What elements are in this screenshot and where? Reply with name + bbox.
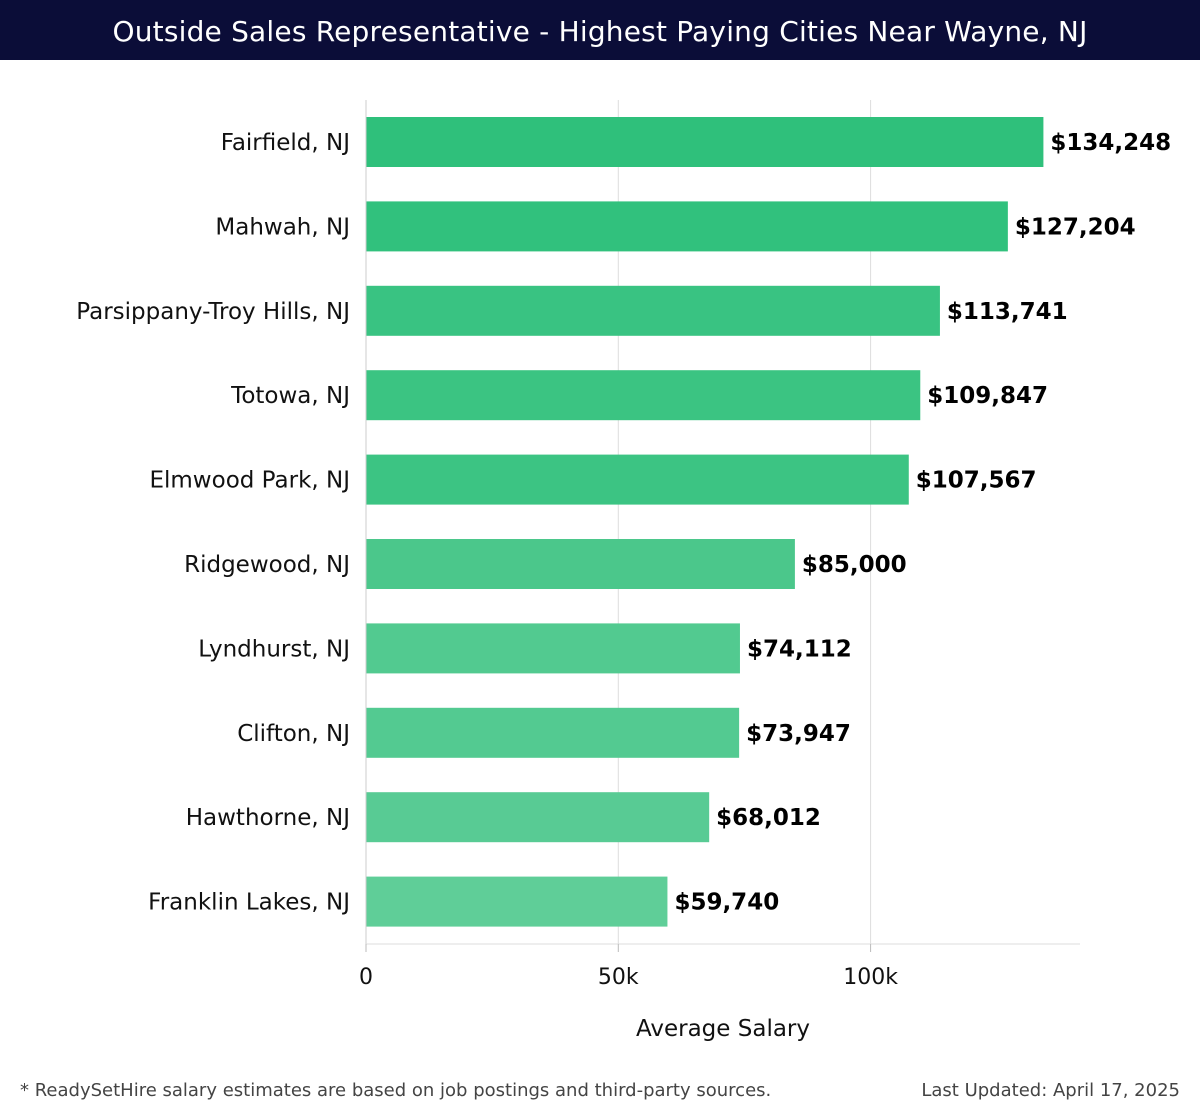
- bar-6: [366, 623, 740, 674]
- bar-0: [366, 117, 1044, 167]
- footer-updated: Last Updated: April 17, 2025: [921, 1080, 1180, 1101]
- value-label: $109,847: [927, 383, 1048, 409]
- label-layer: Fairfield, NJ $134,248 Mahwah, NJ $127,204 P…: [76, 130, 1171, 916]
- bar-chart-svg: Fairfield, NJ $134,248 Mahwah, NJ $127,204 P…: [76, 100, 1171, 1042]
- category-label: Hawthorne, NJ: [186, 805, 350, 831]
- category-label: Elmwood Park, NJ: [149, 468, 350, 494]
- value-label: $127,204: [1015, 214, 1136, 240]
- bar-9: [366, 876, 668, 927]
- bar-3: [366, 370, 921, 421]
- x-axis-title: Average Salary: [636, 1016, 810, 1042]
- bar-8: [366, 792, 710, 843]
- bar-1: [366, 201, 1008, 252]
- category-label: Fairfield, NJ: [221, 130, 350, 156]
- bar-2: [366, 285, 940, 336]
- bar-4: [366, 454, 909, 505]
- axis-layer: 0 50k 100k Average Salary: [359, 100, 1080, 1042]
- value-label: $107,567: [916, 468, 1037, 494]
- category-label: Mahwah, NJ: [215, 214, 350, 240]
- category-label: Lyndhurst, NJ: [198, 636, 350, 662]
- value-label: $73,947: [746, 721, 851, 747]
- x-tick-label: 100k: [843, 965, 898, 990]
- bar-chart: Fairfield, NJ $134,248 Mahwah, NJ $127,204 P…: [0, 60, 1200, 1070]
- bar-7: [366, 707, 740, 758]
- value-label: $113,741: [947, 299, 1068, 325]
- chart-title: Outside Sales Representative - Highest P…: [0, 0, 1200, 60]
- footer-note: * ReadySetHire salary estimates are base…: [20, 1080, 772, 1101]
- bar-5: [366, 539, 795, 589]
- value-label: $134,248: [1050, 130, 1171, 156]
- bar-layer: [366, 117, 1044, 927]
- x-tick-label: 50k: [598, 965, 639, 990]
- category-label: Totowa, NJ: [230, 383, 350, 409]
- category-label: Clifton, NJ: [237, 721, 350, 747]
- value-label: $74,112: [747, 636, 852, 662]
- category-label: Franklin Lakes, NJ: [148, 890, 350, 916]
- value-label: $59,740: [674, 890, 779, 916]
- category-label: Parsippany-Troy Hills, NJ: [76, 299, 350, 325]
- value-label: $68,012: [716, 805, 821, 831]
- value-label: $85,000: [802, 552, 907, 578]
- x-tick-label: 0: [359, 965, 373, 990]
- category-label: Ridgewood, NJ: [184, 552, 350, 578]
